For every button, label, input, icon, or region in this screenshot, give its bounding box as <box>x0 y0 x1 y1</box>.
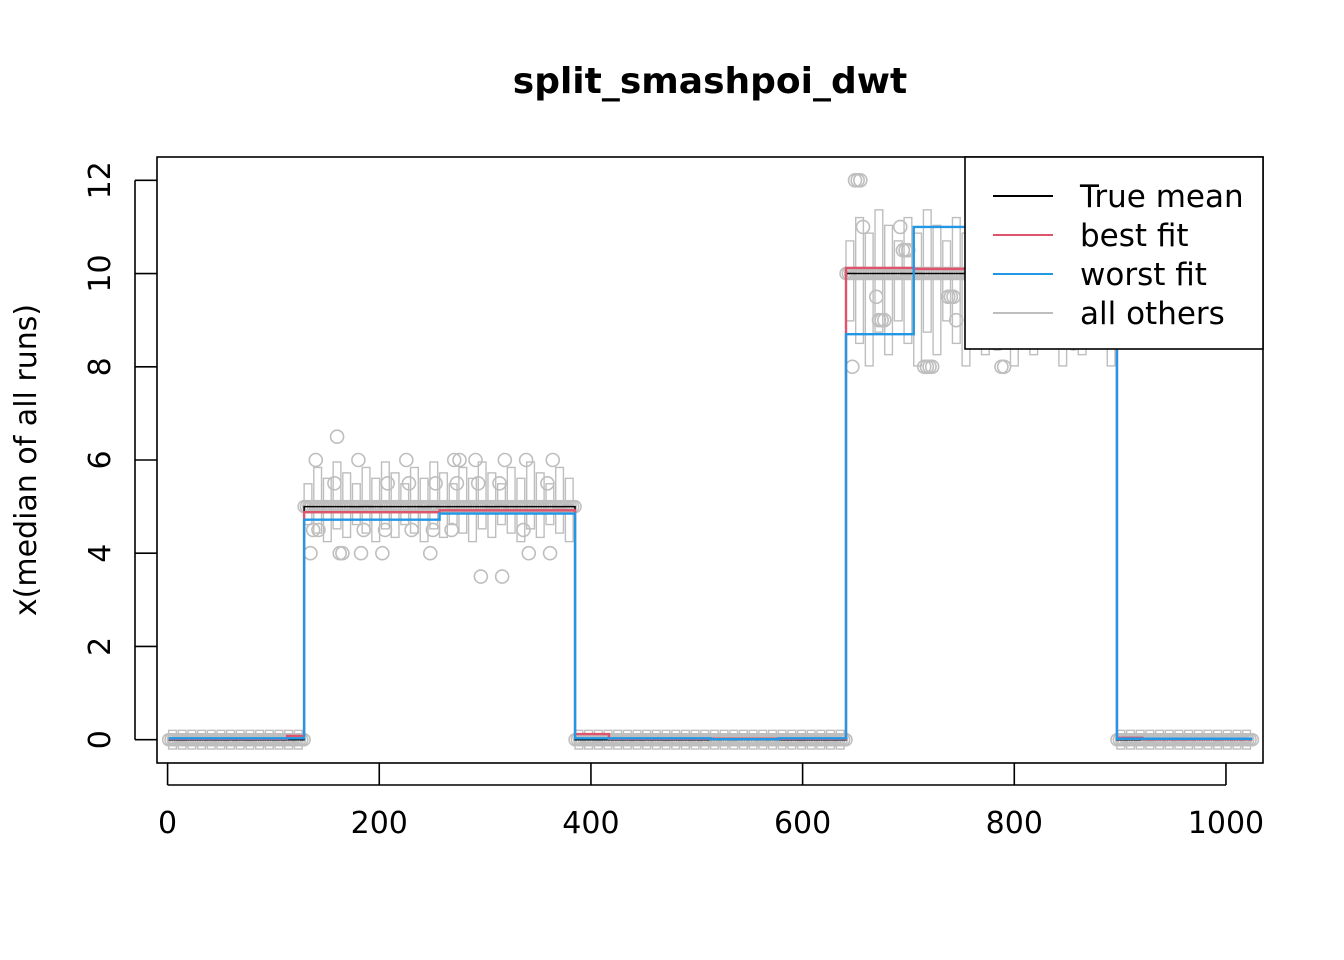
others-outlier-point <box>449 476 465 491</box>
others-outlier-point <box>853 173 868 188</box>
legend-label-worst-fit: worst fit <box>1080 257 1207 293</box>
others-box <box>893 240 903 322</box>
series-layer <box>168 225 1253 741</box>
y-axis-label: x(median of all runs) <box>9 304 44 616</box>
others-outlier-point <box>470 476 486 491</box>
others-outlier-point <box>375 545 390 561</box>
others-outlier-point <box>946 289 961 305</box>
others-outlier-point <box>521 545 537 561</box>
others-outlier-point <box>446 452 462 468</box>
others-outlier-point <box>351 452 366 468</box>
others-outlier-point <box>401 476 417 491</box>
others-box <box>429 461 439 530</box>
others-box <box>864 232 874 367</box>
others-outlier-point <box>518 452 534 468</box>
others-outlier-point <box>468 452 483 468</box>
others-outlier-point <box>329 429 345 444</box>
legend-label-true-mean: True mean <box>1079 179 1244 215</box>
others-outlier-point <box>516 522 531 538</box>
y-tick-label: 2 <box>83 637 118 656</box>
others-outlier-point <box>327 476 342 491</box>
others-outlier-point <box>542 545 558 561</box>
others-outlier-point <box>335 545 350 561</box>
axes-layer: 0 200 400 600 800 1000 0 2 4 6 8 10 12 <box>83 156 1264 841</box>
y-tick-label: 10 <box>83 254 118 292</box>
x-tick-label: 600 <box>774 806 831 841</box>
others-outlier-point <box>876 312 892 328</box>
others-outlier-point <box>494 569 510 584</box>
others-outlier-point <box>492 476 507 491</box>
others-outlier-point <box>404 522 419 538</box>
others-outlier-point <box>452 452 467 468</box>
y-tick-label: 8 <box>83 357 118 376</box>
others-outlier-point <box>996 359 1012 375</box>
others-outlier-point <box>948 312 964 328</box>
others-outlier-point <box>428 476 443 491</box>
x-tick-label: 200 <box>351 806 408 841</box>
x-tick-label: 400 <box>562 806 619 841</box>
others-box <box>932 224 942 356</box>
series-line-worst-fit <box>168 225 1253 741</box>
others-outlier-point <box>353 545 369 561</box>
others-outlier-point <box>545 452 561 468</box>
others-outlier-point <box>892 219 908 235</box>
others-box <box>332 461 342 530</box>
legend-label-all-others: all others <box>1080 296 1225 332</box>
x-tick-label: 1000 <box>1188 806 1264 841</box>
others-outlier-point <box>540 476 555 491</box>
others-outlier-point <box>869 289 884 305</box>
others-outlier-point <box>425 522 441 538</box>
others-box <box>942 240 952 322</box>
others-outlier-point <box>473 569 489 584</box>
others-outlier-point <box>356 522 372 538</box>
others-outlier-point <box>311 522 326 538</box>
others-box <box>854 216 865 345</box>
others-box <box>903 216 913 345</box>
others-box <box>884 224 894 356</box>
others-outlier-point <box>855 219 871 235</box>
chart-title: split_smashpoi_dwt <box>513 61 907 102</box>
others-outlier-point <box>308 452 324 468</box>
y-tick-label: 0 <box>83 730 118 749</box>
legend-box <box>964 156 1264 350</box>
others-box <box>951 216 961 345</box>
y-tick-label: 4 <box>83 544 118 563</box>
others-outlier-point <box>399 452 414 468</box>
y-tick-label: 12 <box>83 161 118 199</box>
others-outlier-point <box>422 545 438 561</box>
others-box <box>380 461 390 530</box>
others-outlier-point <box>444 522 459 538</box>
others-outlier-point <box>305 522 321 538</box>
y-tick-label: 6 <box>83 450 118 469</box>
others-outlier-point <box>380 476 395 491</box>
x-tick-label: 0 <box>158 806 177 841</box>
x-tick-label: 800 <box>986 806 1043 841</box>
others-outlier-point <box>924 359 940 375</box>
others-outlier-point <box>377 522 393 538</box>
others-outlier-point <box>497 452 513 468</box>
legend-label-best-fit: best fit <box>1080 218 1189 254</box>
